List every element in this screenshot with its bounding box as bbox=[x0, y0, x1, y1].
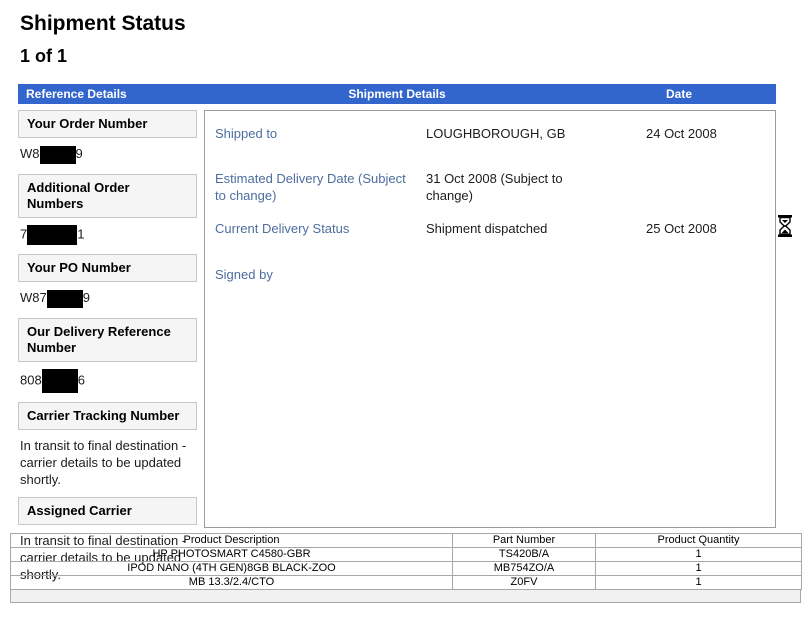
value-suffix: 6 bbox=[77, 372, 85, 388]
column-header-bar: Reference Details Shipment Details Date bbox=[18, 84, 776, 104]
page-title: Shipment Status bbox=[20, 12, 186, 35]
signed-by-value bbox=[426, 266, 646, 283]
table-row: MB 13.3/2.4/CTO Z0FV 1 bbox=[10, 575, 802, 590]
ref-value-your-order-number: W8 9 bbox=[20, 145, 195, 165]
header-date: Date bbox=[666, 87, 693, 101]
estimated-delivery-text: 31 Oct 2008 (Subject to change) bbox=[426, 171, 563, 203]
cell-quantity: 1 bbox=[595, 575, 802, 590]
estimated-delivery-date bbox=[646, 170, 765, 204]
shipped-to-text: LOUGHBOROUGH, GB bbox=[426, 126, 566, 141]
value-prefix: W8 bbox=[20, 146, 40, 161]
cell-quantity: 1 bbox=[595, 561, 802, 576]
ref-value-carrier-tracking-number: In transit to final destination - carrie… bbox=[20, 438, 187, 487]
current-status-date: 25 Oct 2008 bbox=[646, 221, 717, 236]
shipped-to-value: LOUGHBOROUGH, GB bbox=[426, 125, 646, 142]
value-prefix: W87 bbox=[20, 290, 47, 305]
value-suffix: 9 bbox=[75, 146, 83, 161]
col-part-number: Part Number bbox=[452, 533, 596, 548]
ref-label-carrier-tracking-number: Carrier Tracking Number bbox=[18, 402, 197, 430]
redacted-value bbox=[41, 369, 78, 393]
value-suffix: 9 bbox=[82, 290, 90, 305]
product-table-header-row: Product Description Part Number Product … bbox=[10, 533, 802, 548]
cell-quantity: 1 bbox=[595, 547, 802, 562]
redacted-value bbox=[27, 225, 78, 245]
redacted-value bbox=[39, 145, 76, 164]
shipment-row-signed-by: Signed by bbox=[205, 266, 775, 283]
value-prefix: 7 bbox=[20, 226, 28, 242]
shipment-row-shipped-to: Shipped to LOUGHBOROUGH, GB 24 Oct 2008 bbox=[205, 125, 775, 142]
signed-by-label: Signed by bbox=[215, 267, 273, 282]
redacted-value bbox=[46, 289, 83, 308]
current-status-label: Current Delivery Status bbox=[215, 221, 350, 236]
table-row: IPOD NANO (4TH GEN)8GB BLACK-ZOO MB754ZO… bbox=[10, 561, 802, 576]
estimated-delivery-label: Estimated Delivery Date (Subject to chan… bbox=[215, 171, 406, 203]
ref-label-your-po-number: Your PO Number bbox=[18, 254, 197, 282]
cell-part-number: MB754ZO/A bbox=[452, 561, 596, 576]
ref-label-your-order-number: Your Order Number bbox=[18, 110, 197, 138]
signed-by-date bbox=[646, 266, 765, 283]
table-row: HP PHOTOSMART C4580-GBR TS420B/A 1 bbox=[10, 547, 802, 562]
reference-details-column: Your Order Number W8 9 Additional Order N… bbox=[18, 110, 197, 592]
header-reference-details: Reference Details bbox=[26, 87, 127, 101]
shipment-details-panel: Shipped to LOUGHBOROUGH, GB 24 Oct 2008 … bbox=[204, 110, 776, 528]
cell-description: HP PHOTOSMART C4580-GBR bbox=[10, 547, 453, 562]
value-prefix: 808 bbox=[20, 372, 42, 388]
shipment-row-current-status: Current Delivery Status Shipment dispatc… bbox=[205, 220, 775, 237]
col-product-quantity: Product Quantity bbox=[595, 533, 802, 548]
cell-part-number: Z0FV bbox=[452, 575, 596, 590]
value-suffix: 1 bbox=[77, 226, 85, 242]
shipment-row-estimated-delivery: Estimated Delivery Date (Subject to chan… bbox=[205, 170, 775, 204]
cell-description: MB 13.3/2.4/CTO bbox=[10, 575, 453, 590]
ref-value-your-po-number: W87 9 bbox=[20, 289, 195, 309]
hourglass-busy-icon bbox=[777, 214, 793, 238]
ref-label-delivery-reference-number: Our Delivery Reference Number bbox=[18, 318, 197, 362]
table-footer-strip bbox=[10, 590, 801, 603]
cell-description: IPOD NANO (4TH GEN)8GB BLACK-ZOO bbox=[10, 561, 453, 576]
product-table-section: Product Description Part Number Product … bbox=[10, 533, 802, 603]
ref-value-delivery-reference-number: 808 6 bbox=[20, 369, 195, 393]
current-status-value: Shipment dispatched bbox=[426, 220, 646, 237]
shipped-to-label: Shipped to bbox=[215, 126, 278, 141]
col-product-description: Product Description bbox=[10, 533, 453, 548]
estimated-delivery-value: 31 Oct 2008 (Subject to change) bbox=[426, 170, 646, 204]
ref-label-assigned-carrier: Assigned Carrier bbox=[18, 497, 197, 525]
shipped-to-date: 24 Oct 2008 bbox=[646, 126, 717, 141]
product-table: Product Description Part Number Product … bbox=[10, 533, 802, 590]
header-shipment-details: Shipment Details bbox=[348, 87, 446, 101]
current-status-text: Shipment dispatched bbox=[426, 221, 548, 236]
page-count: 1 of 1 bbox=[20, 46, 68, 66]
ref-label-additional-order-numbers: Additional Order Numbers bbox=[18, 174, 197, 218]
cell-part-number: TS420B/A bbox=[452, 547, 596, 562]
